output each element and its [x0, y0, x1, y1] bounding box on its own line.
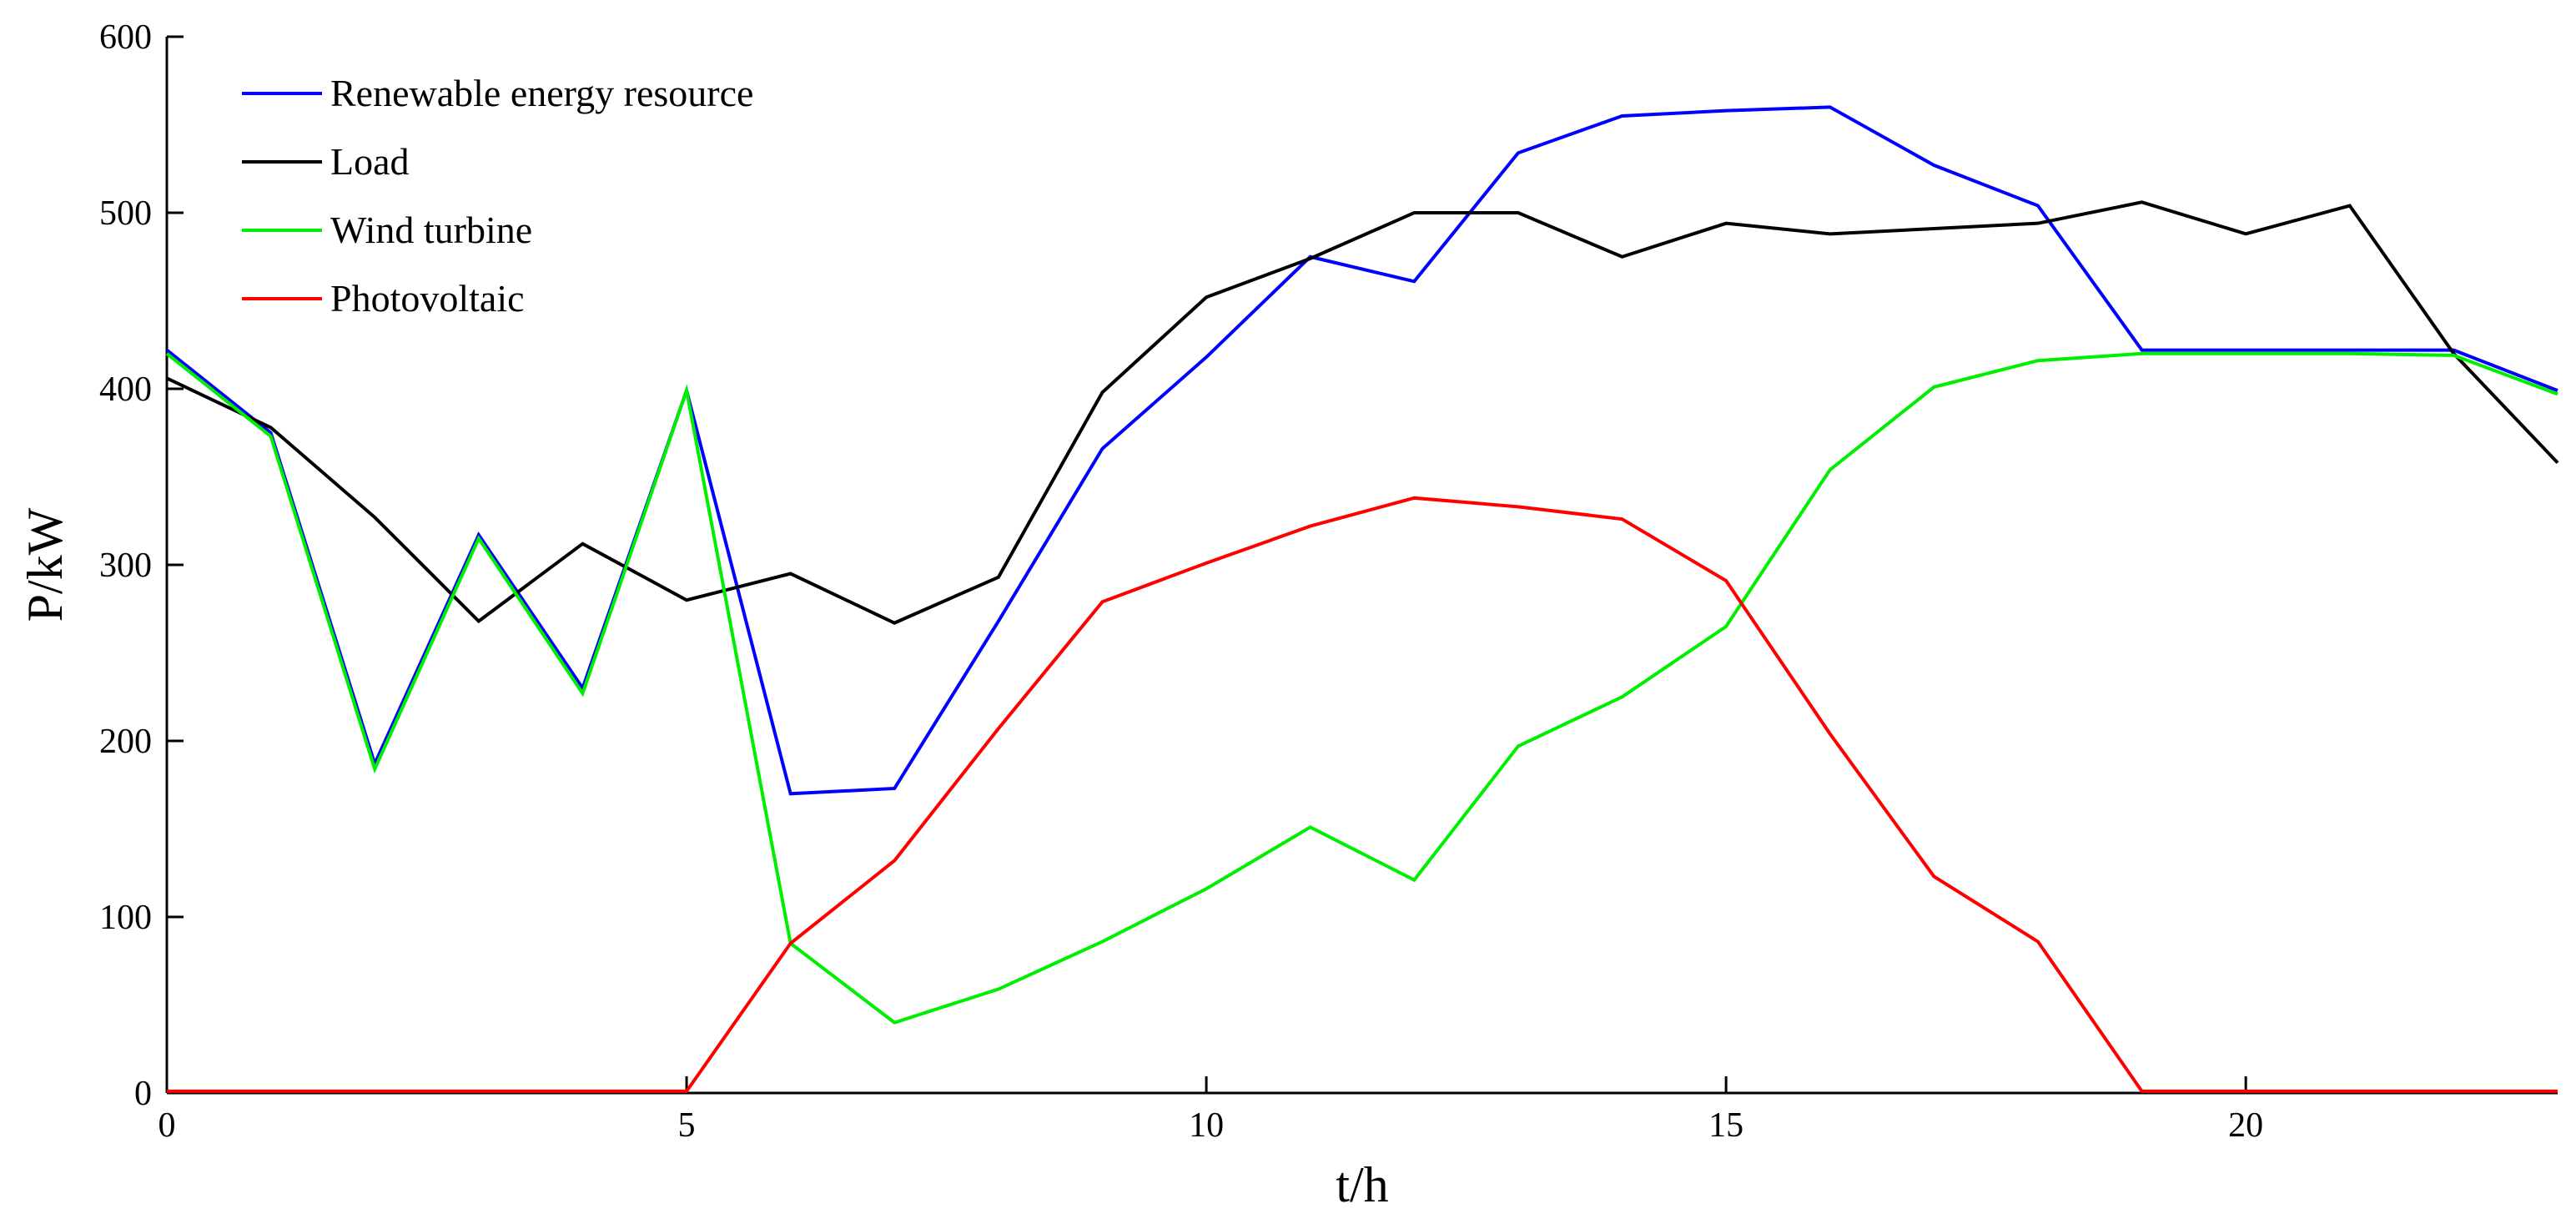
x-tick-label: 0: [158, 1106, 176, 1145]
legend-label: Renewable energy resource: [330, 72, 753, 114]
y-tick-label: 400: [99, 370, 152, 409]
x-axis-title: t/h: [1336, 1157, 1388, 1212]
legend: Renewable energy resource Load Wind turbin…: [242, 72, 753, 320]
legend-label: Load: [330, 140, 410, 183]
y-tick-label: 300: [99, 547, 152, 585]
y-tick-label: 600: [99, 18, 152, 57]
x-tick-label: 5: [678, 1106, 696, 1145]
series-line-photovoltaic: [167, 496, 2558, 1093]
y-tick-label: 0: [134, 1075, 152, 1113]
legend-label: Wind turbine: [330, 209, 532, 251]
legend-label: Photovoltaic: [330, 277, 525, 320]
x-tick-label: 20: [2228, 1106, 2263, 1145]
series-layer: [165, 105, 2559, 1093]
series-line-load: [166, 200, 2559, 625]
series-line-renewable-energy-resource: [165, 105, 2558, 796]
y-tick-label: 100: [99, 899, 152, 937]
x-tick-label: 10: [1189, 1106, 1224, 1145]
series-line-wind-turbine: [165, 351, 2558, 1025]
x-tick-label: 15: [1708, 1106, 1743, 1145]
y-axis-title: P/kW: [18, 507, 73, 622]
y-tick-label: 200: [99, 723, 152, 761]
y-tick-label: 500: [99, 194, 152, 233]
